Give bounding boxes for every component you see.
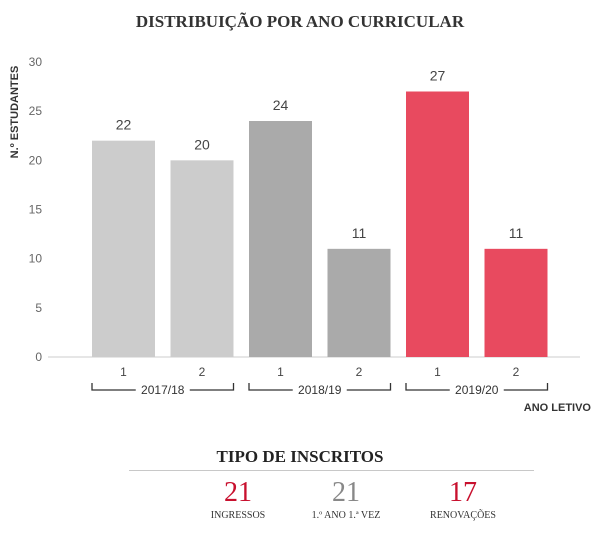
x-tick-label: 1 [277, 365, 284, 379]
y-tick-label: 15 [29, 203, 43, 217]
x-tick-label: 2 [356, 365, 363, 379]
y-axis-label: N.º ESTUDANTES [9, 66, 21, 159]
stat-label: 1.º ANO 1.ª VEZ [311, 510, 381, 521]
chart-title: DISTRIBUIÇÃO POR ANO CURRICULAR [135, 12, 465, 31]
bar [249, 121, 312, 357]
y-tick-label: 10 [29, 252, 43, 266]
stat-value: 21 [224, 477, 252, 508]
group-label: 2018/19 [298, 383, 342, 397]
stat-ingressos: 21 INGRESSOS [163, 477, 313, 522]
stats-title: TIPO DE INSCRITOS [216, 447, 384, 466]
y-tick-label: 25 [29, 104, 43, 118]
stat-renovacoes: 17 RENOVAÇÕES [388, 477, 538, 522]
bar-value-label: 27 [430, 68, 446, 84]
bar [406, 91, 469, 357]
bar-value-label: 11 [509, 225, 524, 241]
stat-value: 17 [449, 477, 477, 508]
x-axis-label: ANO LETIVO [524, 402, 592, 414]
bar-value-label: 11 [352, 225, 367, 241]
group-label-background [135, 382, 190, 396]
stat-label: INGRESSOS [210, 510, 266, 521]
group-label-background [449, 382, 504, 396]
bar [484, 248, 548, 357]
stat-value: 21 [332, 477, 360, 508]
x-tick-label: 2 [199, 365, 206, 379]
bar [170, 160, 234, 357]
y-tick-label: 5 [35, 301, 42, 315]
bar-value-label: 22 [116, 117, 132, 133]
bar [327, 248, 391, 357]
stat-primeiro-ano: 21 1.º ANO 1.ª VEZ [271, 477, 421, 522]
x-tick-label: 1 [120, 365, 127, 379]
bar [92, 140, 155, 357]
y-tick-label: 0 [35, 350, 42, 364]
x-tick-label: 2 [513, 365, 520, 379]
stats-divider [129, 470, 534, 471]
stat-label: RENOVAÇÕES [430, 510, 496, 521]
group-label: 2019/20 [455, 383, 499, 397]
group-label-background [292, 382, 347, 396]
group-label: 2017/18 [141, 383, 185, 397]
bar-value-label: 20 [194, 136, 210, 152]
y-tick-label: 30 [29, 55, 43, 69]
y-tick-label: 20 [29, 153, 43, 167]
x-tick-label: 1 [434, 365, 441, 379]
bar-value-label: 24 [273, 97, 289, 113]
